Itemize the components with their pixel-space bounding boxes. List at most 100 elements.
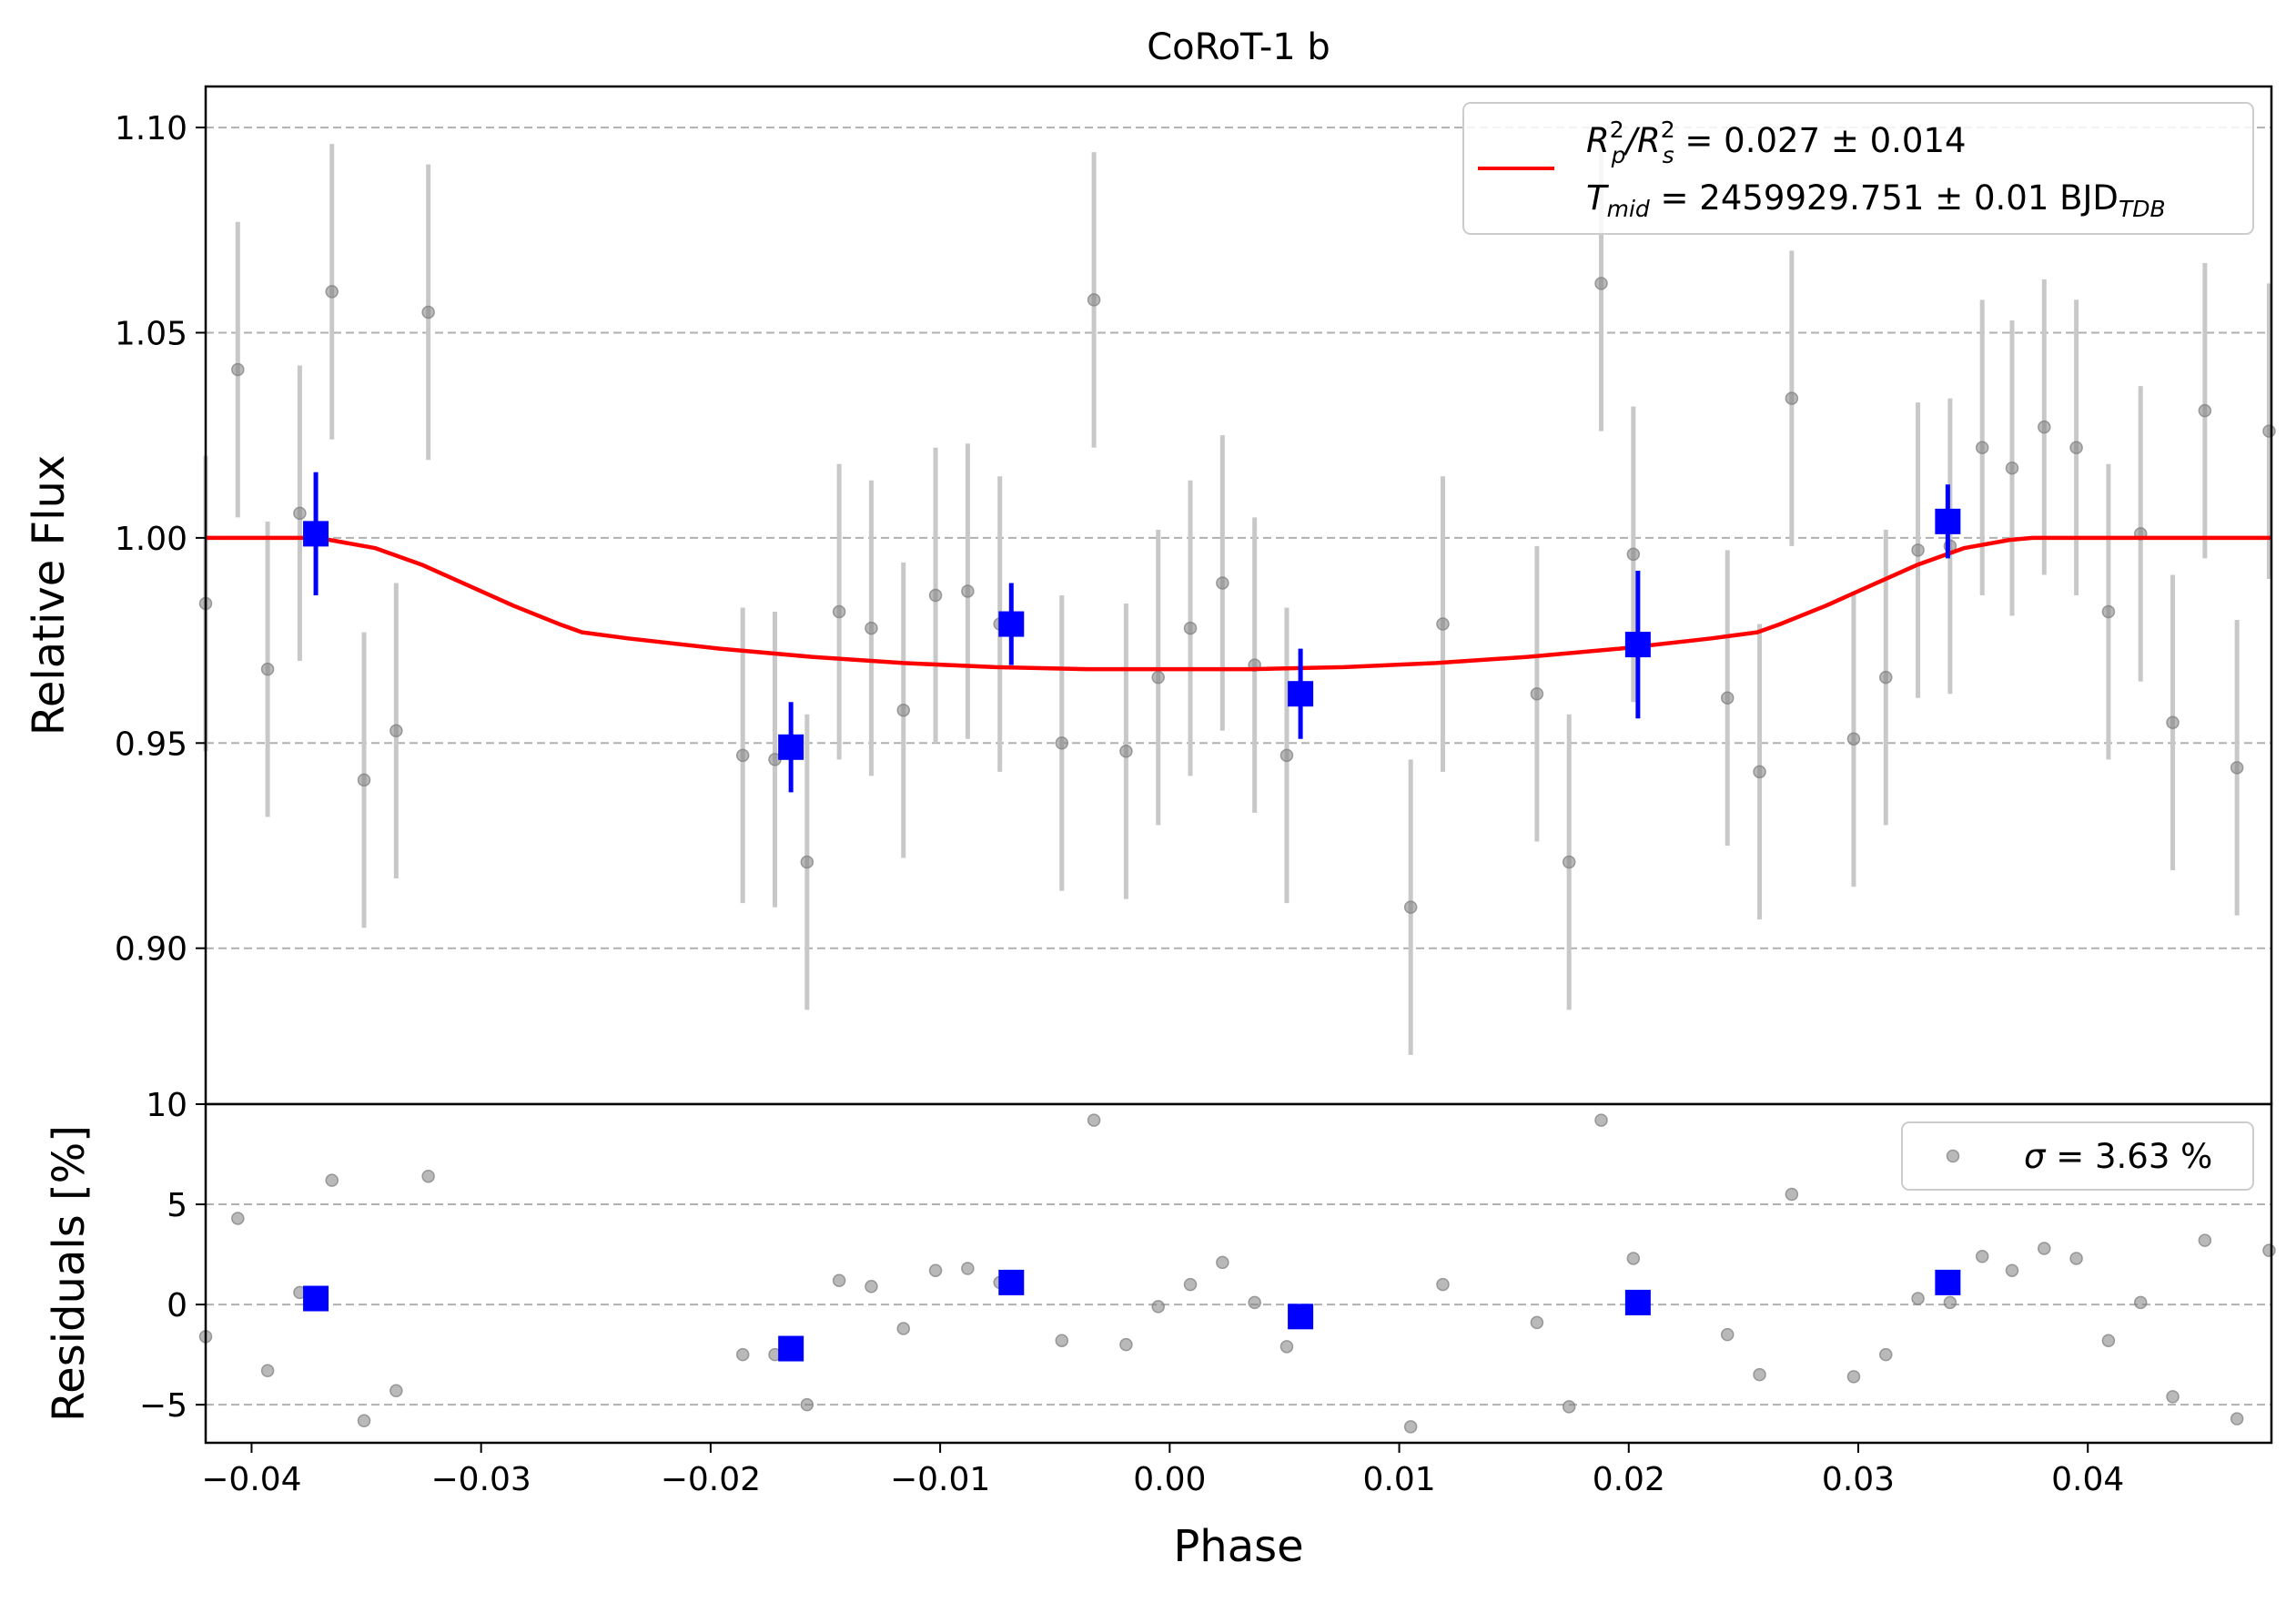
- residuals-legend-marker: [1946, 1149, 1960, 1163]
- residuals-panel: −5 0 5 10 Residuals [%] σ = 3.63 %: [44, 1087, 2276, 1445]
- raw-point: [961, 584, 975, 598]
- legend-slash-r: /R: [1623, 121, 1661, 160]
- residual-point: [1911, 1292, 1925, 1305]
- binned-point: [1935, 508, 1961, 534]
- x-axis-ticks: −0.04 −0.03 −0.02 −0.01 0.00 0.01 0.02 0.03 0.04: [201, 1443, 2124, 1498]
- raw-point: [928, 588, 943, 603]
- residuals-legend-box: [1901, 1121, 2254, 1191]
- residuals-y-tick-label: −5: [139, 1387, 187, 1425]
- raw-point: [1119, 745, 1133, 758]
- residual-point: [2133, 1295, 2148, 1310]
- raw-point: [832, 604, 846, 619]
- residual-point: [961, 1262, 975, 1275]
- binned-residual-point: [998, 1269, 1025, 1295]
- raw-point: [735, 748, 750, 763]
- residual-point: [231, 1212, 245, 1225]
- residual-point: [1562, 1400, 1576, 1414]
- raw-point: [1879, 670, 1893, 685]
- residual-point: [1279, 1340, 1294, 1354]
- residuals-binned-points: [303, 1269, 1961, 1362]
- raw-point: [1279, 748, 1294, 763]
- raw-point: [231, 362, 245, 377]
- residual-point: [1151, 1300, 1165, 1314]
- residuals-y-tick-label: 10: [146, 1087, 187, 1124]
- raw-point: [1911, 543, 1925, 557]
- flux-y-tick-label: 1.00: [115, 521, 187, 558]
- residual-point: [1403, 1420, 1418, 1434]
- legend-r: R: [1586, 121, 1610, 160]
- legend-rs-sup: 2: [1661, 117, 1675, 143]
- raw-point: [1055, 736, 1069, 750]
- raw-point: [1530, 686, 1544, 701]
- residual-point: [2069, 1252, 2083, 1265]
- raw-point: [2166, 715, 2180, 729]
- raw-point: [421, 305, 435, 320]
- flux-y-ticks: 0.90 0.95 1.00 1.05 1.10: [115, 110, 206, 969]
- raw-point: [2038, 420, 2051, 434]
- raw-point: [1975, 441, 1989, 454]
- residual-point: [2262, 1243, 2276, 1257]
- raw-point: [1720, 691, 1735, 705]
- binned-residual-point: [303, 1285, 329, 1312]
- legend-sigma-value: = 3.63 %: [2045, 1137, 2212, 1176]
- residual-point: [1530, 1315, 1544, 1330]
- binned-point: [778, 734, 804, 760]
- raw-point: [325, 285, 339, 299]
- residual-point: [2198, 1233, 2212, 1247]
- raw-point: [2005, 462, 2019, 475]
- residual-point: [1846, 1370, 1861, 1384]
- binned-residual-point: [1624, 1289, 1651, 1315]
- raw-point: [800, 855, 814, 869]
- residuals-legend: σ = 3.63 %: [1901, 1121, 2254, 1191]
- binned-point: [1288, 681, 1314, 707]
- residuals-y-tick-label: 5: [167, 1187, 187, 1224]
- residual-point: [2101, 1334, 2116, 1347]
- x-tick-label: 0.00: [1133, 1461, 1206, 1498]
- raw-point: [1626, 547, 1641, 562]
- residual-point: [1594, 1113, 1608, 1127]
- flux-binned-points: [303, 472, 1961, 793]
- x-tick-label: −0.02: [661, 1461, 761, 1498]
- residual-point: [1436, 1277, 1450, 1292]
- flux-y-tick-label: 1.10: [115, 110, 187, 147]
- residual-point: [260, 1364, 275, 1378]
- legend-tmid-value: = 2459929.751 ± 0.01 BJD: [1650, 178, 2119, 218]
- residual-point: [1087, 1113, 1101, 1127]
- residual-point: [1119, 1337, 1133, 1352]
- residual-point: [896, 1322, 911, 1335]
- x-tick-label: −0.01: [890, 1461, 990, 1498]
- transit-model-line: [206, 535, 2271, 672]
- raw-point: [2230, 761, 2244, 775]
- raw-point: [1403, 900, 1418, 914]
- legend-t: T: [1586, 178, 1609, 218]
- x-tick-label: −0.04: [201, 1461, 301, 1498]
- raw-point: [1846, 732, 1861, 746]
- residual-point: [1216, 1255, 1229, 1270]
- residual-point: [1720, 1327, 1735, 1342]
- x-axis-label: Phase: [1173, 1521, 1303, 1572]
- residuals-legend-label: σ = 3.63 %: [2024, 1137, 2212, 1176]
- binned-residual-point: [1935, 1269, 1961, 1295]
- flux-raw-points: [198, 136, 2276, 1055]
- flux-legend-rp-rs: R2 p/R2 s = 0.027 ± 0.014: [1586, 117, 1967, 168]
- binned-point: [303, 521, 329, 547]
- raw-point: [1753, 765, 1766, 779]
- raw-point: [1151, 670, 1165, 685]
- legend-sigma: σ: [2024, 1137, 2047, 1176]
- raw-point: [2198, 403, 2212, 418]
- residual-point: [357, 1414, 371, 1428]
- flux-panel: 0.900.951.001.051.10 Relative Flux R2 p/R…: [24, 85, 2276, 1106]
- residuals-y-ticks: −5 0 5 10: [139, 1087, 206, 1425]
- binned-residual-point: [778, 1335, 804, 1362]
- legend-rs-sub: s: [1663, 142, 1674, 168]
- raw-point: [1785, 391, 1799, 405]
- flux-y-axis-label: Relative Flux: [24, 455, 75, 736]
- raw-point: [896, 703, 911, 717]
- residual-point: [1785, 1187, 1799, 1202]
- residual-point: [2038, 1242, 2051, 1255]
- residual-point: [928, 1263, 943, 1277]
- residual-point: [1626, 1252, 1641, 1265]
- raw-point: [1594, 277, 1608, 290]
- residual-point: [832, 1273, 846, 1287]
